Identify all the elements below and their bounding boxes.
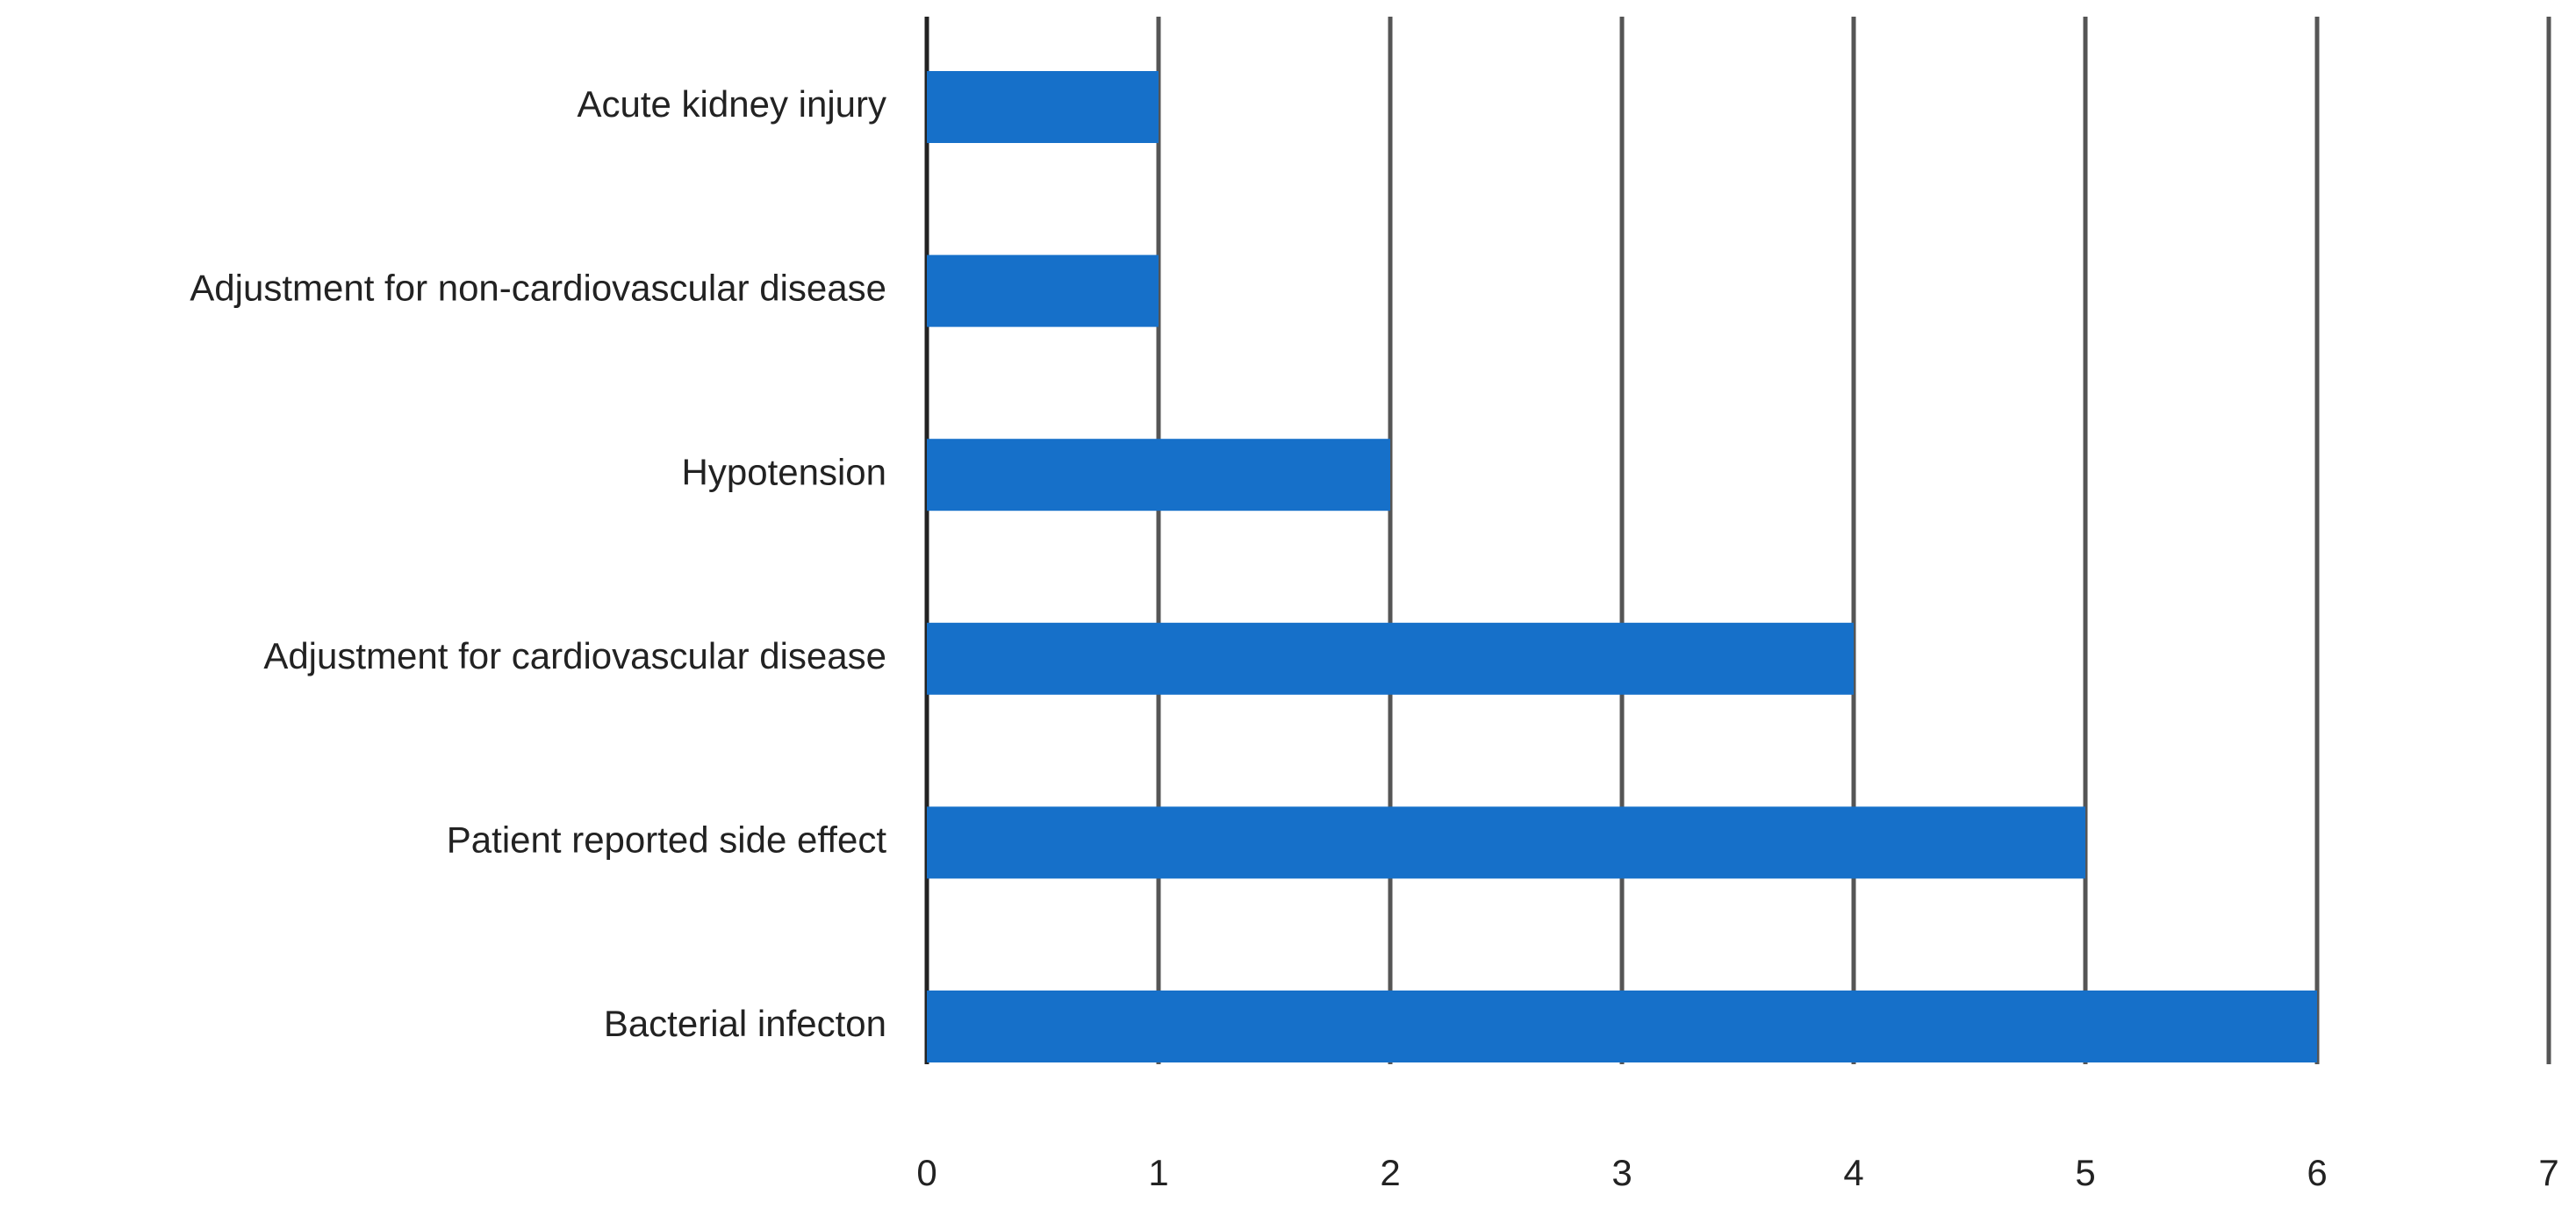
bar bbox=[927, 806, 2085, 879]
y-tick-label: Bacterial infecton bbox=[604, 1003, 886, 1044]
y-tick-label: Hypotension bbox=[682, 451, 886, 492]
x-tick-label: 5 bbox=[2075, 1152, 2095, 1193]
y-tick-label: Acute kidney injury bbox=[577, 83, 886, 125]
bar bbox=[927, 254, 1159, 327]
x-tick-label: 3 bbox=[1611, 1152, 1632, 1193]
x-tick-label: 2 bbox=[1380, 1152, 1400, 1193]
y-tick-label: Adjustment for non-cardiovascular diseas… bbox=[190, 268, 886, 309]
bar bbox=[927, 991, 2317, 1062]
x-tick-label: 1 bbox=[1148, 1152, 1168, 1193]
x-tick-label: 4 bbox=[1843, 1152, 1863, 1193]
x-tick-label: 7 bbox=[2538, 1152, 2558, 1193]
x-tick-label: 6 bbox=[2307, 1152, 2327, 1193]
y-tick-label: Patient reported side effect bbox=[447, 819, 887, 860]
y-tick-label: Adjustment for cardiovascular disease bbox=[263, 635, 886, 676]
bar bbox=[927, 622, 1854, 695]
x-tick-label: 0 bbox=[916, 1152, 936, 1193]
bar bbox=[927, 71, 1159, 143]
bar bbox=[927, 439, 1390, 511]
